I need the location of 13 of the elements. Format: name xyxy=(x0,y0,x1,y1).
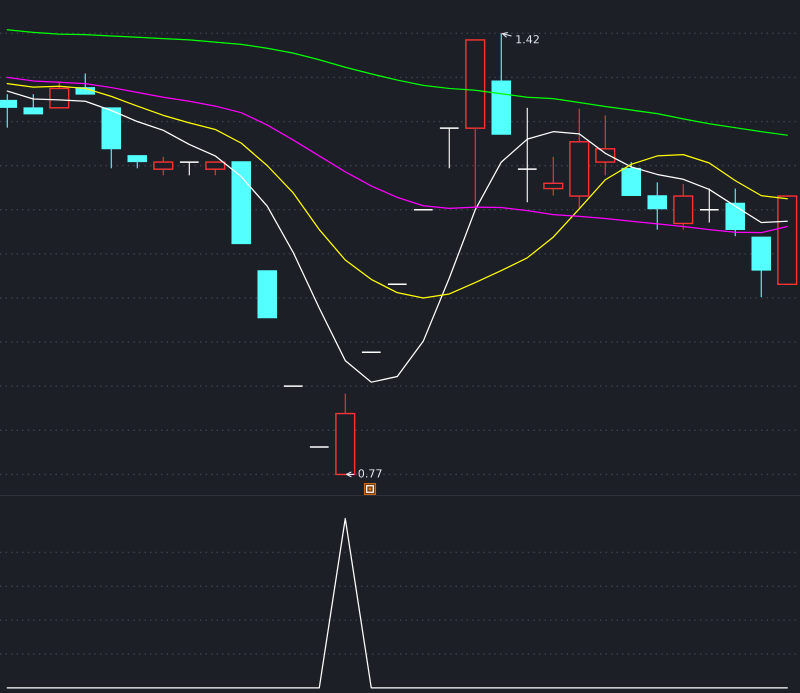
candlestick xyxy=(543,156,564,196)
candlestick xyxy=(24,94,44,115)
candlestick xyxy=(153,156,174,176)
candlestick xyxy=(205,161,226,176)
candlestick xyxy=(517,107,538,203)
candlestick xyxy=(699,188,720,224)
candlestick xyxy=(647,182,668,230)
candlestick xyxy=(595,114,616,176)
annotation: 1.42 xyxy=(516,35,539,44)
candlestick xyxy=(179,161,200,176)
annotation: 0.77 xyxy=(358,469,382,478)
candlestick xyxy=(127,154,148,169)
candlestick xyxy=(439,127,460,169)
